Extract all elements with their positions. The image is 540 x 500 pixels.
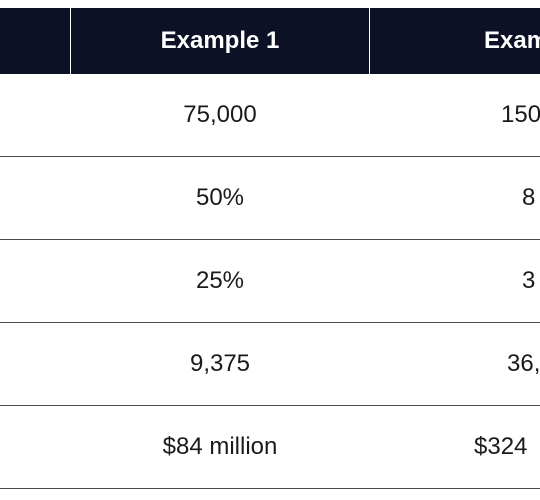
comparison-table: Example 1 Exam 75,000 150 50% 8 25% 3 9,… bbox=[0, 8, 540, 489]
table-row: 50% 8 bbox=[0, 157, 540, 240]
header-divider bbox=[369, 8, 370, 74]
table-row: 75,000 150 bbox=[0, 74, 540, 157]
cell-example-2: 8 bbox=[522, 184, 536, 211]
table-header-row: Example 1 Exam bbox=[0, 8, 540, 74]
cell-example-1: 75,000 bbox=[183, 101, 257, 128]
table-row: $84 million $324 bbox=[0, 406, 540, 489]
cell-example-1: 25% bbox=[195, 267, 245, 294]
cell-example-2: 3 bbox=[522, 267, 536, 294]
table-row: 25% 3 bbox=[0, 240, 540, 323]
cell-example-2: 36, bbox=[507, 350, 540, 377]
cell-example-2: 150 bbox=[501, 101, 540, 128]
cell-example-1: 9,375 bbox=[189, 350, 251, 377]
cell-example-1: 50% bbox=[195, 184, 245, 211]
cell-example-1: $84 million bbox=[162, 433, 278, 460]
header-cell-label bbox=[0, 8, 70, 74]
header-divider bbox=[70, 8, 71, 74]
header-cell-example-1: Example 1 bbox=[160, 27, 280, 54]
cell-example-2: $324 bbox=[474, 433, 528, 460]
header-cell-example-2: Exam bbox=[484, 27, 540, 54]
table-row: 9,375 36, bbox=[0, 323, 540, 406]
